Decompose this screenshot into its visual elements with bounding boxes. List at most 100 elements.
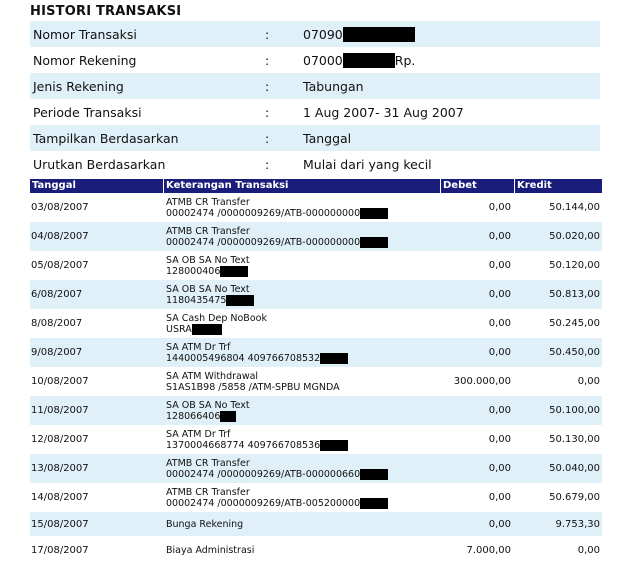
table-row: 04/08/2007 ATMB CR Transfer 00002474 /00… <box>30 222 602 251</box>
cell-date: 05/08/2007 <box>31 260 89 271</box>
info-value-text: 07000 <box>303 52 343 68</box>
description-line-2-text: 1440005496804 409766708532 <box>166 352 321 364</box>
description-line-1: ATMB CR Transfer <box>166 225 250 237</box>
cell-description: ATMB CR Transfer 00002474 /0000009269/AT… <box>163 458 440 480</box>
cell-date: 13/08/2007 <box>31 463 89 474</box>
table-row: 13/08/2007 ATMB CR Transfer 00002474 /00… <box>30 454 602 483</box>
description-line-2: 1440005496804 409766708532 <box>166 352 440 364</box>
cell-date: 12/08/2007 <box>31 434 89 445</box>
cell-debet: 0,00 <box>488 434 511 445</box>
info-value: Mulai dari yang kecil <box>303 157 432 172</box>
column-header-keterangan: Keterangan Transaksi <box>163 179 440 193</box>
description-line-2: USRA <box>166 323 440 335</box>
description-line-1: Biaya Administrasi <box>166 544 255 556</box>
cell-description: SA OB SA No Text 128066406 <box>163 400 440 422</box>
description-line-2-text: 1370004668774 409766708536 <box>166 439 321 451</box>
info-row-nomor-rekening: Nomor Rekening : 07000 Rp. <box>30 47 600 73</box>
description-line-2: 00002474 /0000009269/ATB-005200000 <box>166 497 440 509</box>
cell-kredit: 50.130,00 <box>549 434 600 445</box>
info-value-text: Tabungan <box>303 78 364 94</box>
redaction-box <box>320 352 349 364</box>
info-value-text: Mulai dari yang kecil <box>303 156 432 172</box>
description-line-2-text: S1AS1B98 /5858 /ATM-SPBU MGNDA <box>166 381 340 393</box>
cell-kredit: 9.753,30 <box>555 518 600 530</box>
cell-kredit: 50.450,00 <box>549 347 600 358</box>
description-line-2: 128000406 <box>166 265 440 277</box>
cell-date: 17/08/2007 <box>31 544 89 556</box>
cell-debet: 0,00 <box>488 260 511 271</box>
page-title: HISTORI TRANSAKSI <box>30 4 182 19</box>
cell-kredit: 0,00 <box>577 544 600 556</box>
info-value: Tabungan <box>303 79 364 94</box>
cell-description: SA Cash Dep NoBook USRA <box>163 313 440 335</box>
description-line-2-text: 00002474 /0000009269/ATB-000000000 <box>166 207 361 219</box>
description-line-2-text: USRA <box>166 323 192 335</box>
table-row: 15/08/2007 Bunga Rekening 0,00 9.753,30 <box>30 512 602 536</box>
cell-debet: 0,00 <box>488 202 511 213</box>
cell-debet: 0,00 <box>488 518 511 530</box>
description-line-2: S1AS1B98 /5858 /ATM-SPBU MGNDA <box>166 382 440 393</box>
table-row: 8/08/2007 SA Cash Dep NoBook USRA 0,00 5… <box>30 309 602 338</box>
cell-description: SA OB SA No Text 1180435475 <box>163 284 440 306</box>
description-line-1: SA ATM Dr Trf <box>166 428 231 440</box>
table-row: 11/08/2007 SA OB SA No Text 128066406 0,… <box>30 396 602 425</box>
table-row: 12/08/2007 SA ATM Dr Trf 1370004668774 4… <box>30 425 602 454</box>
description-line-2: 1180435475 <box>166 294 440 306</box>
info-label: Nomor Transaksi <box>33 26 137 42</box>
cell-kredit: 50.813,00 <box>549 289 600 300</box>
cell-date: 11/08/2007 <box>31 405 89 416</box>
info-value: 1 Aug 2007- 31 Aug 2007 <box>303 105 464 120</box>
description-line-1: ATMB CR Transfer <box>166 486 250 498</box>
info-label: Nomor Rekening <box>33 52 137 68</box>
info-label: Periode Transaksi <box>33 104 142 120</box>
cell-kredit: 0,00 <box>577 376 600 387</box>
cell-debet: 0,00 <box>488 289 511 300</box>
info-row-tampilkan-berdasarkan: Tampilkan Berdasarkan : Tanggal <box>30 125 600 151</box>
cell-kredit: 50.040,00 <box>549 463 600 474</box>
column-header-tanggal: Tanggal <box>32 180 76 191</box>
cell-debet: 0,00 <box>488 318 511 329</box>
table-row: 10/08/2007 SA ATM Withdrawal S1AS1B98 /5… <box>30 367 602 396</box>
description-line-1: SA ATM Dr Trf <box>166 341 231 353</box>
info-label: Urutkan Berdasarkan <box>33 156 166 172</box>
info-separator: : <box>265 26 270 42</box>
description-line-2: 00002474 /0000009269/ATB-000000660 <box>166 468 440 480</box>
description-line-2-text: 1180435475 <box>166 294 227 306</box>
info-value-text: Tanggal <box>303 130 352 146</box>
column-header-kredit: Kredit <box>514 179 602 193</box>
description-line-2-text: 00002474 /0000009269/ATB-005200000 <box>166 497 361 509</box>
redaction-box <box>342 26 415 42</box>
cell-date: 9/08/2007 <box>31 347 83 358</box>
cell-date: 10/08/2007 <box>31 376 89 387</box>
cell-kredit: 50.245,00 <box>549 318 600 329</box>
cell-date: 8/08/2007 <box>31 318 83 329</box>
redaction-box <box>360 497 389 509</box>
description-line-1: ATMB CR Transfer <box>166 196 250 208</box>
description-line-2-text: 128000406 <box>166 265 221 277</box>
table-row: 14/08/2007 ATMB CR Transfer 00002474 /00… <box>30 483 602 512</box>
redaction-box <box>360 207 389 219</box>
info-value-suffix: Rp. <box>394 52 416 68</box>
description-line-2: 00002474 /0000009269/ATB-000000000 <box>166 236 440 248</box>
cell-date: 15/08/2007 <box>31 518 89 530</box>
cell-description: ATMB CR Transfer 00002474 /0000009269/AT… <box>163 197 440 219</box>
info-row-urutkan-berdasarkan: Urutkan Berdasarkan : Mulai dari yang ke… <box>30 151 600 177</box>
cell-description: ATMB CR Transfer 00002474 /0000009269/AT… <box>163 226 440 248</box>
cell-description: ATMB CR Transfer 00002474 /0000009269/AT… <box>163 487 440 509</box>
description-line-2: 00002474 /0000009269/ATB-000000000 <box>166 207 440 219</box>
cell-debet: 7.000,00 <box>466 544 511 556</box>
info-value: Tanggal <box>303 131 351 146</box>
description-line-1: ATMB CR Transfer <box>166 457 250 469</box>
cell-description: Biaya Administrasi <box>163 545 440 556</box>
cell-kredit: 50.100,00 <box>549 405 600 416</box>
cell-date: 03/08/2007 <box>31 202 89 213</box>
description-line-1: SA OB SA No Text <box>166 283 250 295</box>
table-row: 05/08/2007 SA OB SA No Text 128000406 0,… <box>30 251 602 280</box>
cell-debet: 0,00 <box>488 463 511 474</box>
info-separator: : <box>265 52 270 68</box>
table-row: 6/08/2007 SA OB SA No Text 1180435475 0,… <box>30 280 602 309</box>
info-value-text: 1 Aug 2007- 31 Aug 2007 <box>303 104 464 120</box>
cell-debet: 0,00 <box>488 231 511 242</box>
table-row: 17/08/2007 Biaya Administrasi 7.000,00 0… <box>30 536 602 564</box>
info-separator: : <box>265 156 270 172</box>
